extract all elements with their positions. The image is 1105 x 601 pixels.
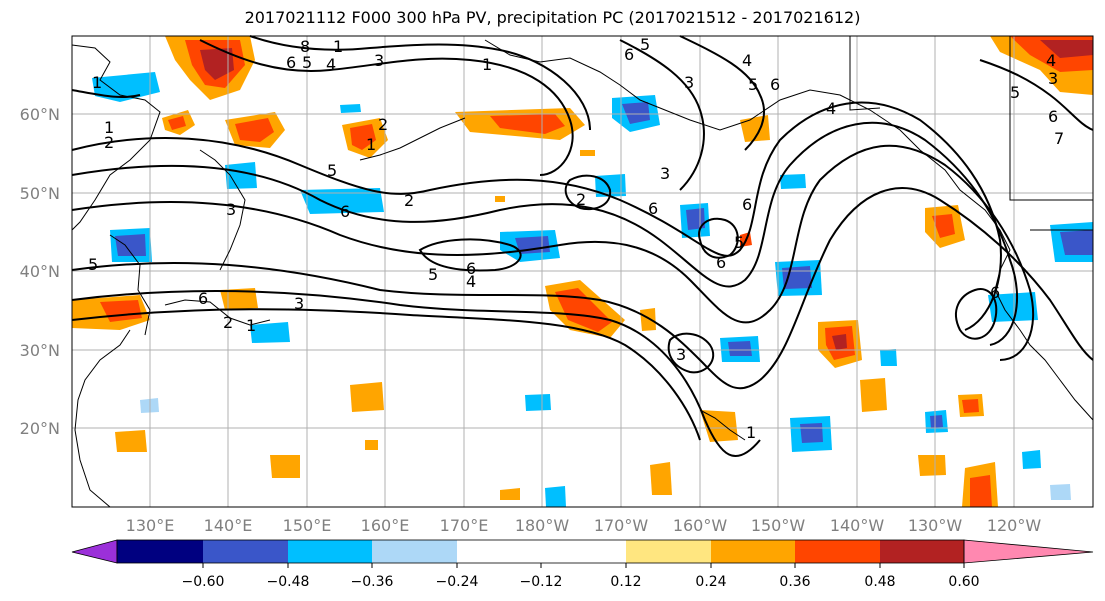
contour-label: 5 <box>734 233 744 252</box>
colorbar-tick-label: 0.12 <box>610 574 641 590</box>
contour-label: 4 <box>742 51 752 70</box>
contour-labels: 1 1 2 8 1 6 5 4 3 1 2 1 5 6 3 2 5 6 3 2 … <box>88 35 1064 442</box>
lon-label: 160°W <box>673 516 728 535</box>
lon-label: 140°E <box>204 516 253 535</box>
contour-label: 5 <box>428 265 438 284</box>
colorbar-segment <box>372 540 457 563</box>
lon-label: 170°E <box>440 516 489 535</box>
contour-label: 6 <box>648 199 658 218</box>
contour-label: 3 <box>226 200 236 219</box>
contour-label: 3 <box>676 345 686 364</box>
contour-label: 4 <box>466 272 476 291</box>
contour-label: 5 <box>88 255 98 274</box>
contour-label: 3 <box>684 73 694 92</box>
contour-label: 6 <box>1048 107 1058 126</box>
longitude-axis: 130°E 140°E 150°E 160°E 170°E 180°W 170°… <box>126 516 1042 535</box>
lat-label: 50°N <box>20 184 60 203</box>
contour-label: 5 <box>748 75 758 94</box>
contour-label: 1 <box>482 55 492 74</box>
colorbar-tick-label: −0.12 <box>520 574 563 590</box>
contour-label: 1 <box>104 118 114 137</box>
contour-label: 1 <box>246 316 256 335</box>
lat-label: 60°N <box>20 105 60 124</box>
pv-contours <box>71 35 1094 457</box>
lat-label: 20°N <box>20 419 60 438</box>
contour-label: 1 <box>92 73 102 92</box>
map-title: 2017021112 F000 300 hPa PV, precipitatio… <box>244 8 861 27</box>
colorbar-max-extend <box>963 539 1094 564</box>
lon-label: 120°W <box>987 516 1042 535</box>
colorbar-segment <box>203 540 288 563</box>
lon-label: 150°W <box>751 516 806 535</box>
colorbar-segment <box>711 540 795 563</box>
contour-label: 5 <box>327 161 337 180</box>
lat-label: 40°N <box>20 262 60 281</box>
contour-label: 5 <box>1010 83 1020 102</box>
contour-label: 3 <box>374 51 384 70</box>
precip-shading <box>72 36 1093 507</box>
contour-label: 6 <box>990 283 1000 302</box>
contour-label: 1 <box>333 37 343 56</box>
contour-label: 6 <box>466 259 476 278</box>
contour-label: 2 <box>378 115 388 134</box>
contour-label: 2 <box>104 133 114 152</box>
colorbar-segment <box>457 540 541 563</box>
lon-label: 170°W <box>594 516 649 535</box>
latitude-axis: 60°N 50°N 40°N 30°N 20°N <box>20 105 60 438</box>
contour-label: 6 <box>742 195 752 214</box>
contour-label: 6 <box>286 53 296 72</box>
contour-label: 6 <box>340 202 350 221</box>
colorbar-min-extend <box>71 539 118 564</box>
contour-label: 3 <box>1048 69 1058 88</box>
contour-label: 6 <box>770 75 780 94</box>
contour-label: 2 <box>223 313 233 332</box>
contour-label: 3 <box>660 164 670 183</box>
contour-label: 1 <box>366 135 376 154</box>
colorbar-segment <box>117 540 203 563</box>
lat-label: 30°N <box>20 341 60 360</box>
lon-label: 160°E <box>361 516 410 535</box>
contour-label: 6 <box>716 253 726 272</box>
contour-label: 6 <box>198 289 208 308</box>
colorbar-segment <box>626 540 711 563</box>
colorbar-tick-label: 0.36 <box>779 574 810 590</box>
colorbar-tick-label: −0.24 <box>436 574 479 590</box>
lon-label: 140°W <box>830 516 885 535</box>
contour-label: 5 <box>302 53 312 72</box>
colorbar-segment <box>288 540 372 563</box>
colorbar-tick-label: −0.60 <box>182 574 225 590</box>
colorbar-tick-label: 0.48 <box>864 574 895 590</box>
contour-label: 2 <box>404 191 414 210</box>
colorbar-tick-label: 0.60 <box>948 574 979 590</box>
colorbar-tick-label: 0.24 <box>695 574 726 590</box>
contour-label: 4 <box>326 55 336 74</box>
contour-label: 8 <box>300 37 310 56</box>
contour-label: 5 <box>640 35 650 54</box>
colorbar: −0.60 −0.48 −0.36 −0.24 −0.12 0.12 0.24 … <box>71 539 1094 590</box>
contour-label: 2 <box>576 190 586 209</box>
lon-label: 150°E <box>283 516 332 535</box>
contour-label: 1 <box>746 423 756 442</box>
contour-label: 4 <box>826 99 836 118</box>
lon-label: 130°E <box>126 516 175 535</box>
map-frame <box>71 35 1094 508</box>
colorbar-segment <box>541 540 626 563</box>
lon-label: 130°W <box>908 516 963 535</box>
contour-label: 3 <box>294 294 304 313</box>
contour-label: 7 <box>1054 129 1064 148</box>
colorbar-tick-label: −0.48 <box>267 574 310 590</box>
colorbar-segment <box>795 540 880 563</box>
contour-label: 6 <box>624 45 634 64</box>
colorbar-segment <box>880 540 964 563</box>
colorbar-tick-label: −0.36 <box>351 574 394 590</box>
contour-label: 4 <box>1046 51 1056 70</box>
lon-label: 180°W <box>515 516 570 535</box>
